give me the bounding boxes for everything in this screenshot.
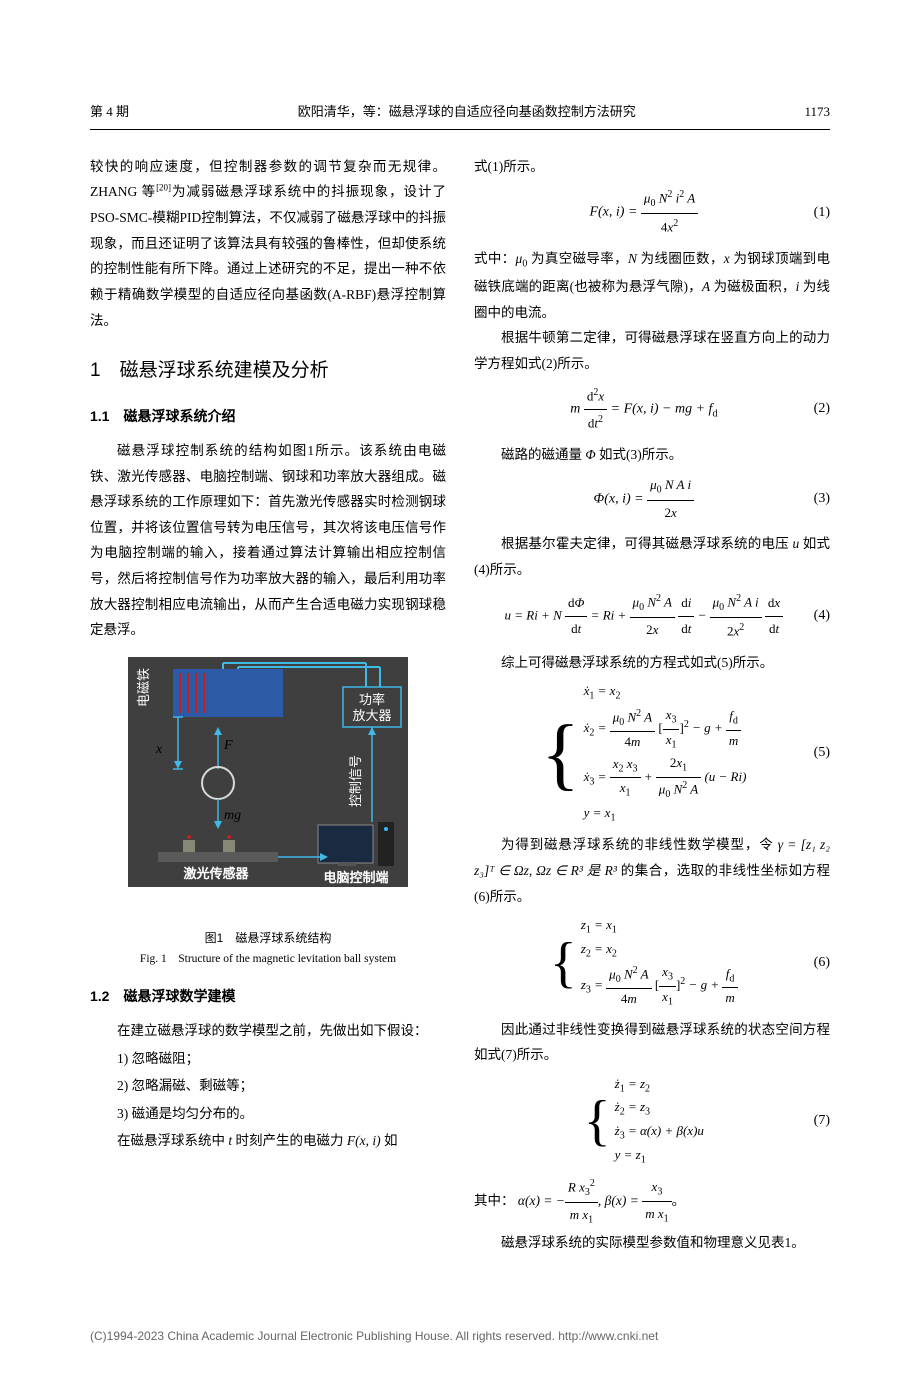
p-eq1-intro: 式(1)所示。 bbox=[474, 154, 830, 180]
eq-3-number: (3) bbox=[814, 486, 830, 513]
eq-6-number: (6) bbox=[814, 950, 830, 977]
intro-paragraph: 较快的响应速度，但控制器参数的调节复杂而无规律。ZHANG 等[20]为减弱磁悬… bbox=[90, 154, 446, 333]
p-1-2-b: 在磁悬浮球系统中 t 时刻产生的电磁力 F(x, i) 如 bbox=[90, 1128, 446, 1154]
eq-4-number: (4) bbox=[814, 603, 830, 630]
citation-20: [20] bbox=[156, 183, 171, 193]
p-kirchhoff: 根据基尔霍夫定律，可得其磁悬浮球系统的电压 u 如式(4)所示。 bbox=[474, 531, 830, 582]
subsection-1-1-heading: 1.1 磁悬浮球系统介绍 bbox=[90, 403, 446, 430]
page-number: 1173 bbox=[804, 100, 830, 125]
label-sensor: 激光传感器 bbox=[183, 866, 249, 881]
left-column: 较快的响应速度，但控制器参数的调节复杂而无规律。ZHANG 等[20]为减弱磁悬… bbox=[90, 154, 446, 1256]
equation-4: u = Ri + N dΦdt = Ri + μ0 N2 A2x didt − … bbox=[474, 589, 830, 644]
p-table-ref: 磁悬浮球系统的实际模型参数值和物理意义见表1。 bbox=[474, 1230, 830, 1256]
label-magnet: 电磁铁 bbox=[136, 668, 151, 707]
label-mg: mg bbox=[224, 808, 241, 823]
subsection-1-2-heading: 1.2 磁悬浮球数学建模 bbox=[90, 983, 446, 1010]
section-1-heading: 1 磁悬浮球系统建模及分析 bbox=[90, 353, 446, 389]
p-where: 其中： α(x) = −R x32m x1, β(x) = x3m x1。 bbox=[474, 1174, 830, 1230]
p-system: 综上可得磁悬浮球系统的方程式如式(5)所示。 bbox=[474, 650, 830, 676]
right-column: 式(1)所示。 F(x, i) = μ0 N2 i2 A4x2 (1) 式中：μ… bbox=[474, 154, 830, 1256]
p-nonlinear: 为得到磁悬浮球系统的非线性数学模型，令 γ = [z₁ z₂ z₃]ᵀ ∈ Ωz… bbox=[474, 832, 830, 909]
p-1-2-a: 在建立磁悬浮球的数学模型之前，先做出如下假设： bbox=[90, 1018, 446, 1044]
eq-5-number: (5) bbox=[814, 740, 830, 767]
assumption-3: 3) 磁通是均匀分布的。 bbox=[90, 1101, 446, 1127]
label-amp1: 功率 bbox=[359, 692, 385, 707]
label-control-signal: 控制信号 bbox=[348, 755, 363, 807]
running-title: 欧阳清华，等：磁悬浮球的自适应径向基函数控制方法研究 bbox=[129, 100, 804, 125]
equation-2: m d2xdt2 = F(x, i) − mg + fd (2) bbox=[474, 383, 830, 436]
equation-3: Φ(x, i) = μ0 N A i2x (3) bbox=[474, 473, 830, 525]
figure-1-caption-cn: 图1 磁悬浮球系统结构 bbox=[90, 927, 446, 950]
label-F: F bbox=[223, 738, 233, 753]
assumption-1: 1) 忽略磁阻； bbox=[90, 1046, 446, 1072]
figure-1-svg: 电磁铁 功率 放大器 x F bbox=[128, 657, 408, 912]
figure-1: 电磁铁 功率 放大器 x F bbox=[90, 657, 446, 971]
label-x: x bbox=[155, 742, 163, 757]
paragraph-1-1: 磁悬浮球控制系统的结构如图1所示。该系统由电磁铁、激光传感器、电脑控制端、钢球和… bbox=[90, 438, 446, 643]
equation-1: F(x, i) = μ0 N2 i2 A4x2 (1) bbox=[474, 185, 830, 240]
content-columns: 较快的响应速度，但控制器参数的调节复杂而无规律。ZHANG 等[20]为减弱磁悬… bbox=[90, 154, 830, 1256]
equation-6: { z1 = x1 z2 = x2 z3 = μ0 N2 A4m [x3x1]2… bbox=[474, 915, 830, 1010]
equation-5: { ẋ1 = x2 ẋ2 = μ0 N2 A4m [x3x1]2 − g + f… bbox=[474, 681, 830, 826]
p-newton: 根据牛顿第二定律，可得磁悬浮球在竖直方向上的动力学方程如式(2)所示。 bbox=[474, 325, 830, 376]
assumption-2: 2) 忽略漏磁、剩磁等； bbox=[90, 1073, 446, 1099]
eq-2-number: (2) bbox=[814, 396, 830, 423]
eq-7-number: (7) bbox=[814, 1108, 830, 1135]
page-footer: (C)1994-2023 China Academic Journal Elec… bbox=[90, 1325, 830, 1348]
eq-1-number: (1) bbox=[814, 200, 830, 227]
figure-1-caption-en: Fig. 1 Structure of the magnetic levitat… bbox=[90, 949, 446, 971]
p-state-space: 因此通过非线性变换得到磁悬浮球系统的状态空间方程如式(7)所示。 bbox=[474, 1017, 830, 1068]
label-amp2: 放大器 bbox=[352, 708, 391, 723]
label-computer: 电脑控制端 bbox=[323, 870, 388, 885]
page-header: 第 4 期 欧阳清华，等：磁悬浮球的自适应径向基函数控制方法研究 1173 bbox=[90, 100, 830, 130]
issue-number: 第 4 期 bbox=[90, 100, 129, 125]
p-flux: 磁路的磁通量 Φ 如式(3)所示。 bbox=[474, 442, 830, 468]
equation-7: { ż1 = z2 ż2 = z3 ż3 = α(x) + β(x)u y = … bbox=[474, 1074, 830, 1168]
p-eq1-expl: 式中：μ0 为真空磁导率，N 为线圈匝数，x 为钢球顶端到电磁铁底端的距离(也被… bbox=[474, 246, 830, 325]
